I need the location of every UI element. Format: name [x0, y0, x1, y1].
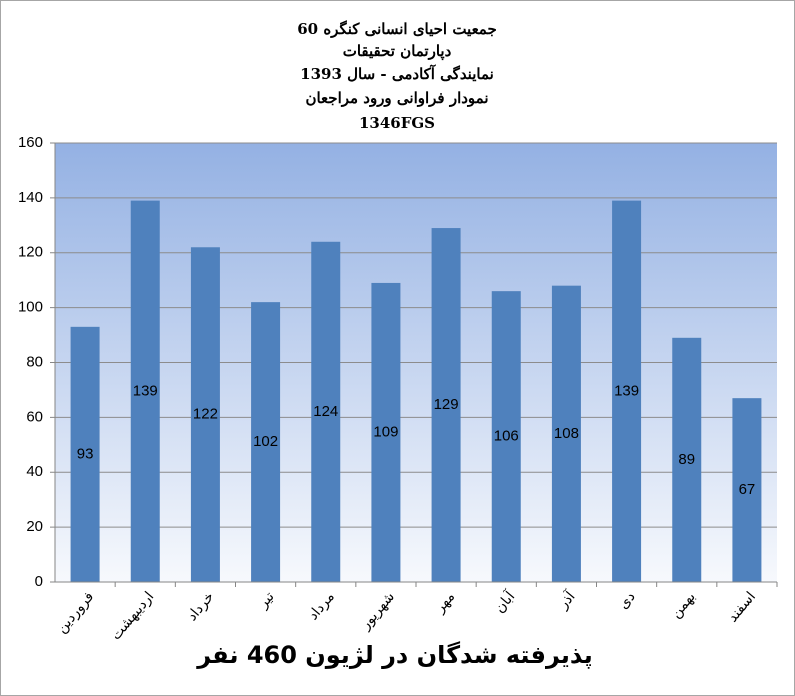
y-tick-label: 140 — [18, 189, 43, 206]
bar — [672, 337, 702, 582]
y-tick-label: 160 — [18, 134, 43, 151]
chart-title: 1346FGS — [359, 114, 435, 132]
data-label: 102 — [253, 433, 278, 450]
y-tick-label: 40 — [26, 463, 43, 480]
data-label: 109 — [373, 423, 398, 440]
data-label: 124 — [313, 403, 338, 420]
bar — [190, 247, 220, 582]
data-label: 106 — [494, 428, 519, 445]
bar — [371, 282, 401, 582]
bar — [491, 291, 521, 582]
chart-title: نمایندگی آکادمی - سال 1393 — [300, 64, 494, 83]
data-label: 129 — [434, 396, 459, 413]
chart-title: جمعیت احیای انسانی کنگره 60 — [297, 20, 497, 38]
data-label: 89 — [678, 451, 695, 468]
bar — [70, 326, 100, 582]
y-tick-label: 20 — [26, 518, 43, 535]
bar — [732, 398, 762, 582]
bar — [311, 241, 341, 582]
y-tick-label: 100 — [18, 299, 43, 316]
data-label: 139 — [133, 382, 158, 399]
data-label: 139 — [614, 382, 639, 399]
chart-title: دپارتمان تحقیقات — [343, 42, 452, 61]
x-axis-title: پذیرفته شدگان در لژیون 460 نفر — [196, 641, 593, 669]
y-tick-label: 0 — [35, 573, 43, 590]
data-label: 122 — [193, 406, 218, 423]
bar — [130, 200, 160, 582]
bar — [251, 302, 281, 582]
y-tick-label: 60 — [26, 408, 43, 425]
data-label: 67 — [739, 481, 756, 498]
bar — [551, 285, 581, 582]
bar — [612, 200, 642, 582]
bar — [431, 228, 461, 582]
chart-title: نمودار فراوانی ورود مراجعان — [305, 89, 488, 107]
y-tick-label: 80 — [26, 353, 43, 370]
data-label: 93 — [77, 445, 94, 462]
y-tick-label: 120 — [18, 244, 43, 261]
data-label: 108 — [554, 425, 579, 442]
